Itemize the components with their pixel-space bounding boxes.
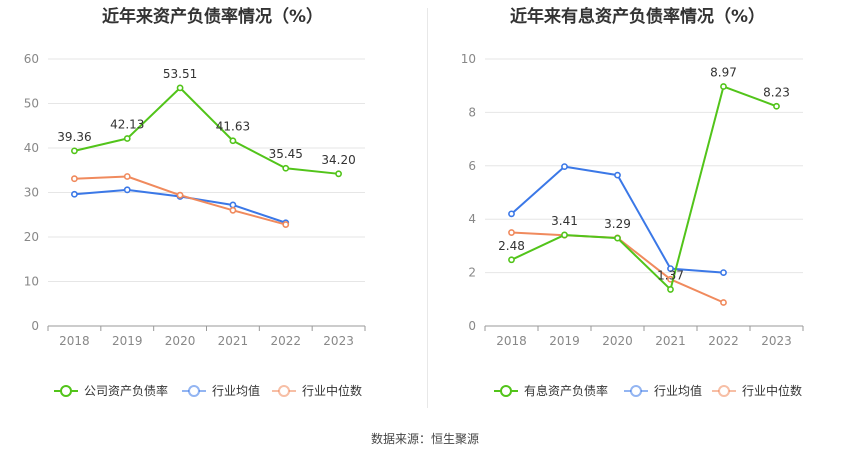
legend-item: 有息资产负债率 (494, 383, 608, 398)
data-label: 39.36 (57, 130, 91, 144)
x-tick-label: 2023 (761, 334, 792, 348)
legend-marker (188, 385, 200, 397)
data-label: 8.23 (763, 85, 790, 99)
data-point (176, 191, 184, 199)
legend-marker (630, 385, 642, 397)
x-tick-label: 2021 (218, 334, 249, 348)
legend-label: 行业中位数 (742, 383, 802, 398)
x-tick-label: 2020 (602, 334, 633, 348)
data-label: 35.45 (269, 147, 303, 161)
chart-left: 0 10 20 30 40 50 60 2018 2019 2020 2021 2022 2023 39.… (24, 52, 366, 398)
data-point (229, 137, 237, 145)
data-label: 42.13 (110, 118, 144, 132)
x-tick-label: 2018 (59, 334, 90, 348)
chart-panel-right: 近年来有息资产负债率情况（%） 0 2 4 6 8 10 2018 2019 2020 2021 2… (425, 0, 850, 410)
data-label: 8.97 (710, 66, 737, 80)
series-line-industry-median (74, 175, 287, 226)
y-tick-label: 50 (24, 97, 39, 111)
data-label: 41.63 (216, 120, 250, 134)
legend-marker (60, 385, 72, 397)
data-label: 53.51 (163, 67, 197, 81)
legend-item: 行业中位数 (712, 383, 802, 398)
data-point (561, 231, 568, 239)
legend-item: 行业均值 (624, 383, 702, 398)
data-point (720, 299, 727, 306)
data-point (773, 102, 780, 110)
legend-item: 行业均值 (182, 383, 260, 398)
y-tick-label: 20 (24, 230, 39, 244)
legend-marker (718, 385, 730, 397)
y-tick-label: 8 (468, 105, 476, 119)
data-point (614, 171, 621, 179)
y-tick-label: 4 (468, 212, 476, 226)
data-point (123, 173, 131, 180)
data-point (229, 206, 237, 214)
x-tick-label: 2022 (270, 334, 301, 348)
data-point (720, 269, 727, 276)
data-point (508, 229, 515, 236)
legend-label: 行业均值 (654, 383, 702, 398)
legend-label: 公司资产负债率 (84, 383, 168, 398)
panel-divider (427, 8, 428, 408)
x-tick-label: 2021 (655, 334, 686, 348)
data-point (561, 163, 568, 171)
y-tick-label: 10 (461, 52, 476, 66)
y-tick-label: 30 (24, 186, 39, 200)
x-tick-label: 2023 (323, 334, 354, 348)
data-point (176, 84, 184, 92)
data-point (667, 286, 674, 293)
data-point (508, 256, 515, 264)
data-point (282, 164, 290, 172)
data-label: 1.37 (657, 268, 684, 282)
data-point (282, 221, 290, 228)
chart-right: 0 2 4 6 8 10 2018 2019 2020 2021 2022 2023 2.48 3.41 3… (461, 52, 804, 398)
x-tick-label: 2020 (165, 334, 196, 348)
data-label: 3.29 (604, 217, 631, 231)
data-point (614, 234, 621, 242)
legend-label: 行业均值 (212, 383, 260, 398)
chart-panel-left: 近年来资产负债率情况（%） 0 10 20 30 40 50 60 2018 2019 2020 2… (0, 0, 425, 410)
data-point (71, 190, 78, 198)
legend-label: 有息资产负债率 (524, 383, 608, 398)
y-tick-label: 0 (31, 319, 39, 333)
data-point (123, 186, 131, 194)
data-point (335, 170, 342, 178)
chart-title-right: 近年来有息资产负债率情况（%） (509, 7, 766, 27)
series-line-company (74, 86, 339, 175)
data-point (720, 83, 727, 90)
data-label: 3.41 (551, 214, 578, 228)
legend-item: 行业中位数 (272, 383, 362, 398)
data-label: 2.48 (498, 239, 525, 253)
legend-label: 行业中位数 (302, 383, 362, 398)
x-tick-label: 2019 (112, 334, 143, 348)
data-point (71, 147, 78, 155)
data-point (123, 135, 131, 142)
data-point (508, 210, 515, 218)
x-tick-label: 2022 (708, 334, 739, 348)
data-label: 34.20 (321, 153, 355, 167)
data-source-note: 数据来源：恒生聚源 (370, 432, 479, 446)
y-tick-label: 6 (468, 159, 476, 173)
legend-marker (278, 385, 290, 397)
legend-item: 公司资产负债率 (54, 383, 168, 398)
series-line-industry-median (511, 231, 724, 304)
x-tick-label: 2018 (496, 334, 527, 348)
x-tick-label: 2019 (549, 334, 580, 348)
series-line-company (511, 85, 777, 291)
data-point (229, 201, 237, 209)
y-tick-label: 40 (24, 141, 39, 155)
chart-title-left: 近年来资产负债率情况（%） (101, 7, 324, 27)
data-point (667, 265, 674, 272)
y-tick-label: 2 (468, 266, 476, 280)
data-point (71, 175, 78, 183)
y-tick-label: 60 (24, 52, 39, 66)
legend-marker (500, 385, 512, 397)
y-tick-label: 10 (24, 275, 39, 289)
y-tick-label: 0 (468, 319, 476, 333)
